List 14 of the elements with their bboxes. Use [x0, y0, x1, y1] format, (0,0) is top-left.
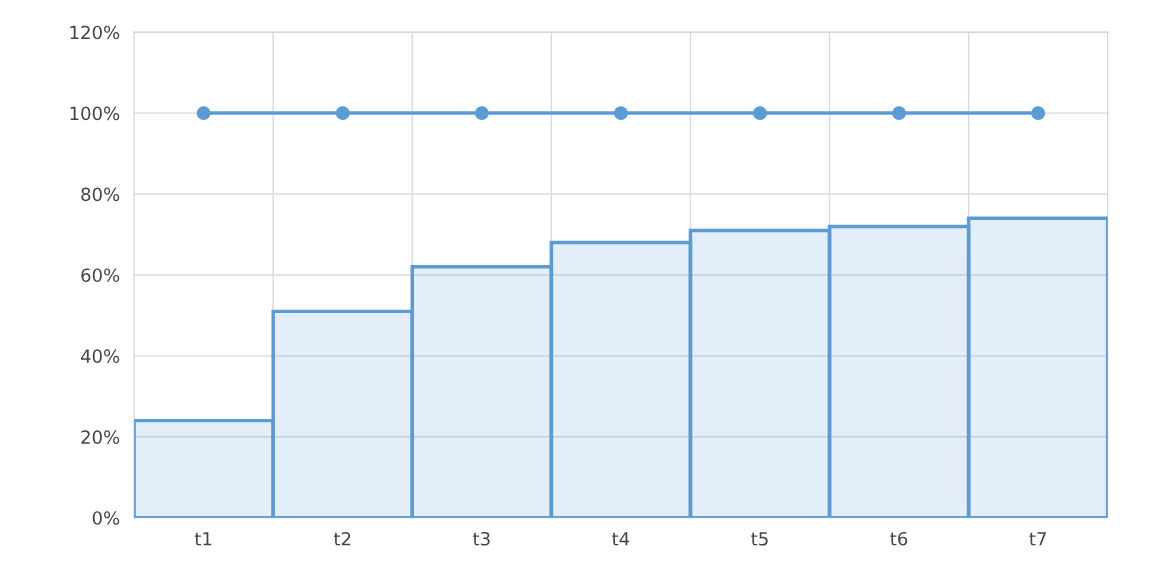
x-tick-label: t7	[1029, 532, 1046, 546]
y-tick-label: 40%	[80, 349, 120, 363]
y-tick-label: 0%	[92, 511, 120, 525]
y-tick-label: 100%	[70, 106, 120, 121]
y-tick-label: 120%	[70, 25, 120, 40]
x-tick-label: t5	[751, 532, 768, 546]
x-tick-label: t1	[194, 532, 212, 546]
x-tick-label: t4	[612, 532, 630, 546]
y-tick-label: 20%	[81, 430, 120, 444]
x-tick-label: t2	[333, 531, 351, 546]
x-tick-label: t3	[473, 531, 490, 546]
y-tick-label: 80%	[81, 187, 120, 202]
y-tick-label: 60%	[81, 268, 120, 283]
x-tick-label: t6	[890, 531, 908, 546]
